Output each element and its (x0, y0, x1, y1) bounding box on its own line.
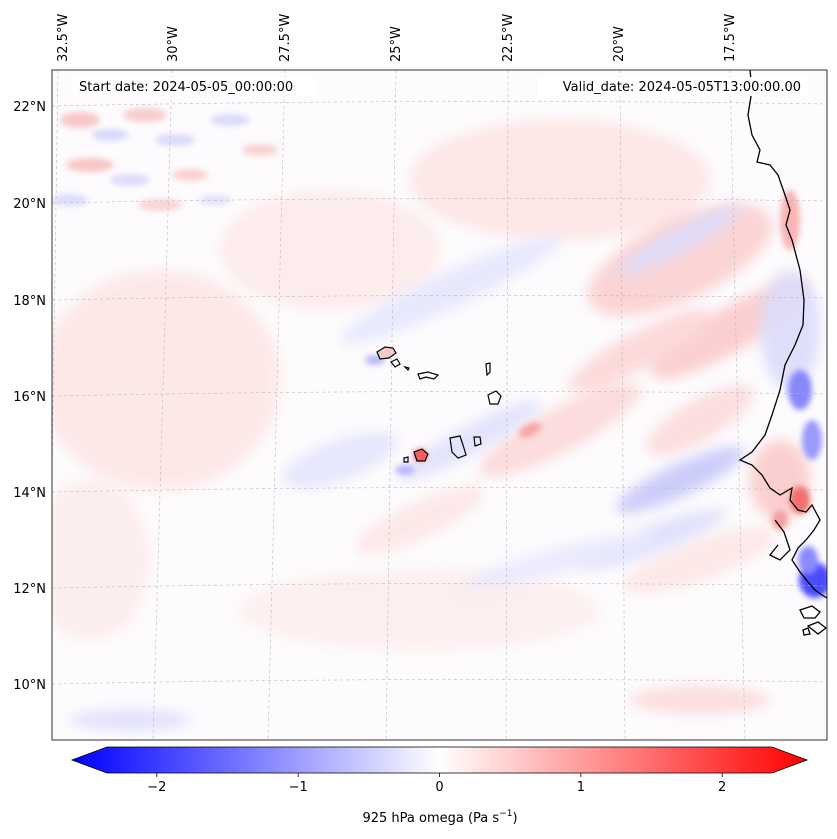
lon-label-22-5w: 22.5°W (501, 14, 516, 62)
omega-positive-regions (52, 120, 810, 714)
island-santiago (449, 435, 467, 459)
colorbar-label-text: 925 hPa omega (Pa s (362, 811, 499, 826)
valid-date-label: Valid_date: 2024-05-05T13:00:00.00 (563, 80, 801, 95)
lat-label-14n: 14°N (13, 486, 46, 501)
meridian-27-5w (267, 70, 286, 740)
lon-label-20w: 20°W (612, 26, 627, 62)
africa-coastline (738, 70, 827, 599)
lat-label-22n: 22°N (13, 100, 46, 115)
coastlines (738, 70, 827, 636)
colorbar-ticks: −2 −1 0 1 2 (147, 773, 726, 795)
island-fogo (413, 448, 429, 462)
island-boa-vista (487, 390, 502, 405)
parallel-12n (52, 583, 827, 589)
meridian-22-5w (505, 70, 509, 740)
omega-field (52, 108, 827, 730)
colorbar: −2 −1 0 1 2 925 hPa omega (Pa s−1) (70, 746, 809, 826)
island-sao-nicolau (417, 371, 440, 380)
latitude-labels: 22°N 20°N 18°N 16°N 14°N 12°N 10°N (13, 100, 46, 693)
colorbar-bar (70, 746, 809, 774)
colorbar-tick-label: 0 (435, 780, 443, 795)
valid-date-box (538, 77, 809, 96)
start-date-label: Start date: 2024-05-05_00:00:00 (79, 80, 293, 95)
map-panel: Start date: 2024-05-05_00:00:00 Valid_da… (51, 69, 828, 741)
parallel-10n (52, 679, 827, 685)
meridian-30w (152, 70, 173, 740)
lon-label-27-5w: 27.5°W (278, 14, 293, 62)
lon-label-17-5w: 17.5°W (723, 14, 738, 62)
lat-label-12n: 12°N (13, 582, 46, 597)
parallel-14n (52, 487, 827, 493)
graticule (52, 70, 827, 740)
lon-label-25w: 25°W (389, 26, 404, 62)
omega-negative-regions (70, 205, 820, 730)
island-sao-vicente (390, 358, 401, 368)
omega-coastal-features (365, 190, 827, 598)
parallel-18n (52, 295, 827, 301)
meridian-17-5w (729, 70, 746, 740)
coastal-islet-2 (806, 621, 827, 635)
lon-label-30w: 30°W (166, 26, 181, 62)
lat-label-16n: 16°N (13, 390, 46, 405)
coastal-islet-3 (802, 627, 811, 636)
island-brava (403, 456, 409, 463)
island-maio (473, 436, 482, 447)
start-date-box (72, 77, 315, 96)
colorbar-tick-label: −2 (147, 780, 166, 795)
cape-verde-islands (376, 346, 502, 463)
meridian-20w (619, 70, 626, 740)
longitude-labels: 32.5°W 30°W 27.5°W 25°W 22.5°W 20°W 17.5… (56, 14, 738, 62)
colorbar-tick-label: 2 (718, 780, 726, 795)
island-santa-luzia (403, 365, 410, 372)
parallel-20n (52, 198, 827, 204)
colorbar-tick-label: −1 (289, 780, 308, 795)
lat-label-18n: 18°N (13, 294, 46, 309)
map-frame (51, 69, 828, 741)
colorbar-label-unit: −1 (499, 809, 512, 819)
parallel-16n (52, 391, 827, 397)
parallel-22n (52, 101, 827, 107)
colorbar-tick-label: 1 (577, 780, 585, 795)
lat-label-20n: 20°N (13, 197, 46, 212)
colorbar-label: 925 hPa omega (Pa s−1) (362, 809, 517, 826)
colorbar-label-close: ) (512, 811, 517, 826)
lat-label-10n: 10°N (13, 678, 46, 693)
africa-inlet (768, 519, 791, 561)
meridian-25w (385, 70, 397, 740)
island-santo-antao (376, 346, 397, 360)
coastal-islet-1 (799, 605, 821, 619)
info-boxes: Start date: 2024-05-05_00:00:00 Valid_da… (72, 77, 809, 96)
lon-label-32-5w: 32.5°W (56, 14, 71, 62)
island-sal (485, 362, 491, 377)
